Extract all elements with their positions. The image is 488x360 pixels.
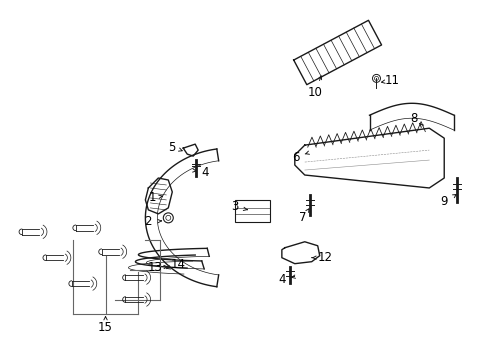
- Text: 13: 13: [147, 261, 163, 274]
- Text: 9: 9: [440, 195, 447, 208]
- Text: 15: 15: [98, 321, 113, 334]
- Text: 10: 10: [306, 86, 322, 99]
- Text: 4: 4: [201, 166, 208, 179]
- Text: 1: 1: [148, 192, 156, 204]
- Text: 11: 11: [384, 74, 399, 87]
- Bar: [235, 200, 269, 222]
- Text: 6: 6: [291, 150, 299, 163]
- Text: 12: 12: [317, 251, 331, 264]
- Text: 14: 14: [170, 258, 185, 271]
- Text: 8: 8: [410, 112, 417, 125]
- Text: 3: 3: [231, 201, 238, 213]
- Text: 7: 7: [299, 211, 306, 224]
- Text: 4: 4: [278, 273, 285, 286]
- Text: 2: 2: [144, 215, 152, 228]
- Text: 5: 5: [168, 141, 176, 154]
